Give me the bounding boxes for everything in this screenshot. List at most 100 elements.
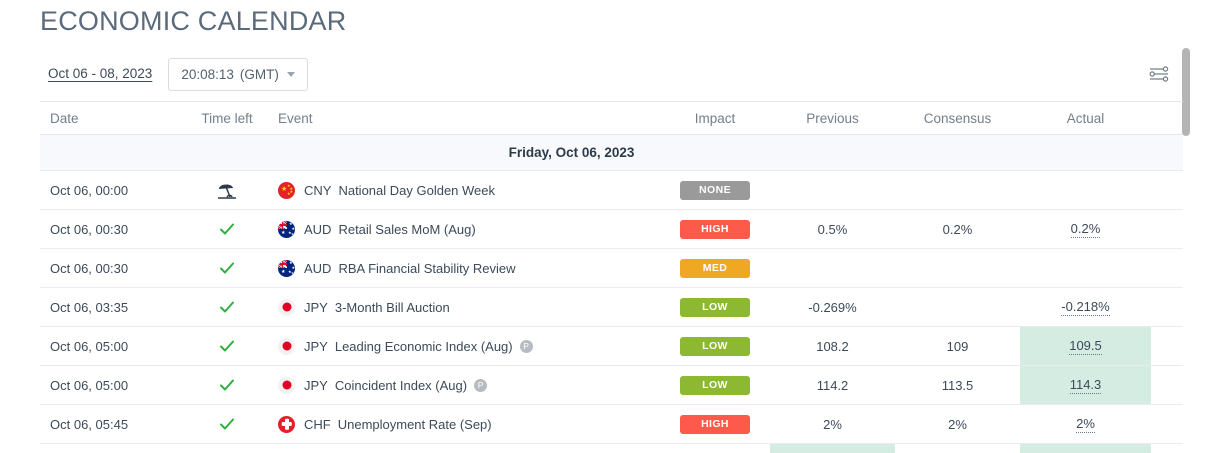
table-row[interactable]: Oct 06, 03:35 JPY 3-Month Bill Auction LOW -…: [40, 288, 1183, 327]
table-row[interactable]: Oct 06, 00:00 ★ ★ ★ ★ ★ CNY National Day Golden…: [40, 171, 1183, 210]
actual-value[interactable]: 2%: [1076, 415, 1095, 433]
cell-date: Oct 06, 05:00: [40, 327, 188, 365]
cell-consensus: 0.2%: [895, 210, 1020, 248]
currency-code: JPY: [304, 338, 328, 354]
table-row[interactable]: Oct 06, 05:00 JPY Leading Economic Index (…: [40, 327, 1183, 366]
cell-actual: -0.218%: [1020, 288, 1151, 326]
impact-badge: LOW: [680, 375, 750, 395]
cell-previous: [770, 171, 895, 209]
previous-value: 108.2: [816, 338, 849, 354]
flag-jpy-icon: [278, 376, 295, 394]
column-header-consensus[interactable]: Consensus: [923, 110, 992, 126]
timezone-select[interactable]: 20:08:13 (GMT): [168, 58, 308, 91]
event-datetime: Oct 06, 00:00: [50, 182, 129, 198]
cell-date: Oct 06, 00:30: [40, 249, 188, 287]
flag-jpy-icon: [278, 298, 295, 316]
cell-impact: LOW: [660, 366, 770, 404]
cell-actual: [1020, 444, 1151, 453]
table-row-partial[interactable]: [40, 444, 1183, 453]
check-icon: [218, 376, 236, 394]
event-name[interactable]: Coincident Index (Aug): [334, 377, 468, 393]
currency-code: CHF: [304, 416, 331, 432]
column-header-event[interactable]: Event: [278, 110, 313, 126]
currency-code: CNY: [304, 182, 332, 198]
cell-impact: NONE: [660, 171, 770, 209]
previous-value: 114.2: [816, 377, 849, 393]
cell-consensus: [895, 444, 1020, 453]
cell-previous: -0.269%: [770, 288, 895, 326]
cell-impact: HIGH: [660, 405, 770, 443]
actual-value[interactable]: 114.3: [1069, 376, 1102, 394]
event-name[interactable]: 3-Month Bill Auction: [334, 299, 450, 315]
cell-event[interactable]: JPY 3-Month Bill Auction: [266, 288, 660, 326]
table-row[interactable]: Oct 06, 05:00 JPY Coincident Index (Aug) P L…: [40, 366, 1183, 405]
flag-cny-icon: ★ ★ ★ ★ ★: [278, 181, 295, 199]
previous-value: -0.269%: [808, 299, 857, 315]
cell-time-left: [188, 210, 266, 248]
cell-date: Oct 06, 05:45: [40, 405, 188, 443]
cell-event[interactable]: ★ ★ ★ ★ ★ CNY National Day Golden Week: [266, 171, 660, 209]
calendar-table: Date Time left Event Impact Previous Con…: [40, 101, 1183, 453]
event-name[interactable]: Leading Economic Index (Aug): [334, 338, 513, 354]
cell-previous: 2%: [770, 405, 895, 443]
table-row[interactable]: Oct 06, 05:45 CHF Unemployment Rate (Sep) H…: [40, 405, 1183, 444]
filter-settings-button[interactable]: [1145, 60, 1173, 88]
previous-value: 2%: [823, 416, 842, 432]
impact-badge: LOW: [680, 297, 750, 317]
preliminary-badge[interactable]: P: [474, 378, 488, 392]
currency-code: AUD: [304, 221, 332, 237]
event-datetime: Oct 06, 00:30: [50, 260, 129, 276]
cell-time-left: [188, 405, 266, 443]
event-name[interactable]: Unemployment Rate (Sep): [337, 416, 492, 432]
event-name[interactable]: Retail Sales MoM (Aug): [338, 221, 476, 237]
cell-actual: 114.3: [1020, 366, 1151, 404]
preliminary-badge[interactable]: P: [519, 339, 533, 353]
actual-value[interactable]: -0.218%: [1061, 298, 1110, 316]
cell-actual: 0.2%: [1020, 210, 1151, 248]
cell-actual: 2%: [1020, 405, 1151, 443]
event-datetime: Oct 06, 05:00: [50, 377, 129, 393]
cell-impact: LOW: [660, 327, 770, 365]
scrollbar-thumb[interactable]: [1182, 48, 1190, 136]
cell-consensus: [895, 249, 1020, 287]
toolbar: Oct 06 - 08, 2023 20:08:13 (GMT): [40, 58, 308, 91]
cell-event[interactable]: CHF Unemployment Rate (Sep): [266, 405, 660, 443]
actual-value[interactable]: 0.2%: [1070, 220, 1101, 238]
event-name[interactable]: RBA Financial Stability Review: [338, 260, 516, 276]
cell-impact: [660, 444, 770, 453]
consensus-value: 2%: [948, 416, 967, 432]
date-range-picker[interactable]: Oct 06 - 08, 2023: [48, 66, 153, 81]
event-datetime: Oct 06, 05:45: [50, 416, 129, 432]
column-header-actual[interactable]: Actual: [1066, 110, 1105, 126]
cell-consensus: [895, 288, 1020, 326]
flag-aud-icon: ★ ★ ★ ★ ★: [278, 259, 295, 277]
column-header-previous[interactable]: Previous: [806, 110, 859, 126]
chevron-down-icon: [286, 72, 295, 77]
impact-badge: LOW: [680, 336, 750, 356]
previous-value: 0.5%: [817, 221, 848, 237]
event-name[interactable]: National Day Golden Week: [338, 182, 496, 198]
cell-previous: [770, 249, 895, 287]
currency-code: AUD: [304, 260, 332, 276]
cell-consensus: [895, 171, 1020, 209]
cell-event[interactable]: JPY Leading Economic Index (Aug) P: [266, 327, 660, 365]
consensus-value: 0.2%: [942, 221, 973, 237]
event-datetime: Oct 06, 05:00: [50, 338, 129, 354]
cell-actual: 109.5: [1020, 327, 1151, 365]
check-icon: [218, 337, 236, 355]
table-row[interactable]: Oct 06, 00:30 ★ ★ ★ ★ ★ AUD RBA Financial Stabi…: [40, 249, 1183, 288]
cell-previous: 108.2: [770, 327, 895, 365]
current-time: 20:08:13: [181, 67, 234, 82]
table-row[interactable]: Oct 06, 00:30 ★ ★ ★ ★ ★ AUD Retail Sales MoM (A…: [40, 210, 1183, 249]
cell-event[interactable]: JPY Coincident Index (Aug) P: [266, 366, 660, 404]
currency-code: JPY: [304, 299, 328, 315]
column-header-impact[interactable]: Impact: [694, 110, 736, 126]
column-header-time-left[interactable]: Time left: [201, 110, 253, 126]
actual-value[interactable]: 109.5: [1069, 337, 1102, 355]
column-header-date[interactable]: Date: [50, 110, 79, 126]
cell-actual: [1020, 171, 1151, 209]
cell-event[interactable]: ★ ★ ★ ★ ★ AUD Retail Sales MoM (Aug): [266, 210, 660, 248]
cell-time-left: [188, 366, 266, 404]
cell-event[interactable]: ★ ★ ★ ★ ★ AUD RBA Financial Stability Review: [266, 249, 660, 287]
